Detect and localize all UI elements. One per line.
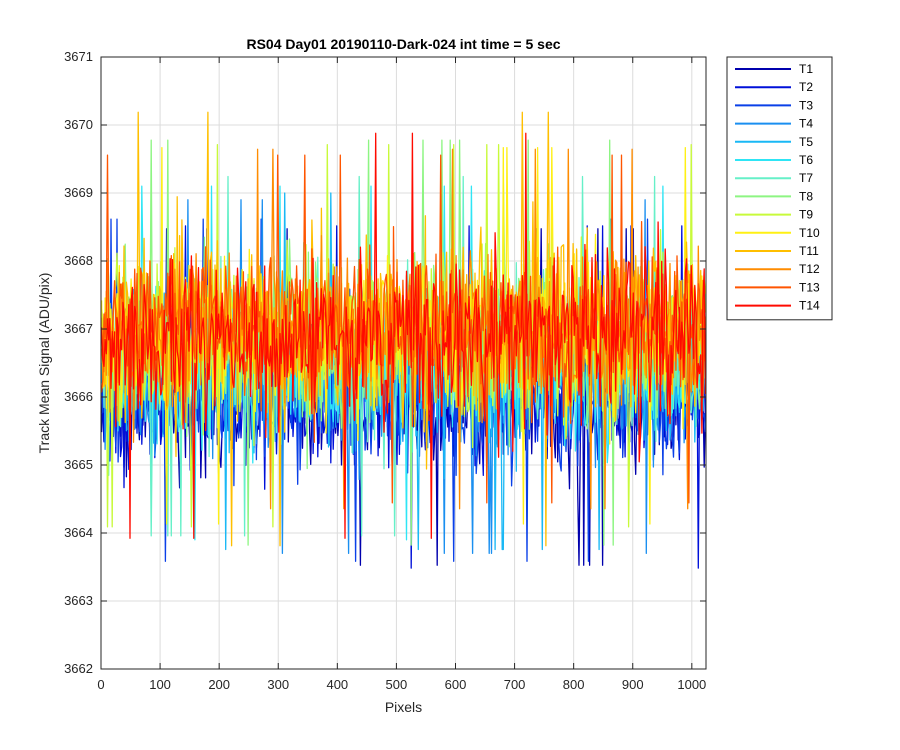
legend-label: T2 <box>799 80 813 94</box>
y-tick-label: 3665 <box>64 457 93 472</box>
legend-label: T10 <box>799 226 820 240</box>
legend-label: T11 <box>799 244 819 258</box>
legend-label: T8 <box>799 189 813 203</box>
ticks: 0 100 200 300 400 500 600 700 800 900 1000 3662 3663… <box>64 49 706 692</box>
legend-label: T1 <box>799 62 813 76</box>
y-tick-label: 3666 <box>64 389 93 404</box>
y-axis-label: Track Mean Signal (ADU/pix) <box>36 273 52 454</box>
legend-label: T5 <box>799 135 813 149</box>
x-tick-label: 500 <box>386 677 408 692</box>
series-lines <box>101 111 706 569</box>
x-tick-label: 600 <box>445 677 467 692</box>
y-tick-label: 3669 <box>64 185 93 200</box>
x-tick-label: 800 <box>563 677 585 692</box>
y-tick-label: 3663 <box>64 593 93 608</box>
legend-label: T6 <box>799 153 813 167</box>
x-axis-label: Pixels <box>385 699 422 715</box>
x-tick-label: 0 <box>97 677 104 692</box>
y-tick-label: 3670 <box>64 117 93 132</box>
legend-label: T12 <box>799 262 820 276</box>
y-tick-label: 3671 <box>64 49 93 64</box>
x-tick-label: 700 <box>504 677 526 692</box>
legend-label: T13 <box>799 280 820 294</box>
y-tick-label: 3664 <box>64 525 93 540</box>
x-tick-label: 100 <box>149 677 171 692</box>
legend-label: T7 <box>799 171 813 185</box>
plot-area: 0 100 200 300 400 500 600 700 800 900 1000 3662 3663… <box>64 49 707 692</box>
axes-box <box>100 56 707 670</box>
legend-label: T9 <box>799 208 813 222</box>
x-tick-label: 400 <box>326 677 348 692</box>
legend-label: T14 <box>799 299 820 313</box>
legend-label: T3 <box>799 98 813 112</box>
x-tick-label: 200 <box>208 677 230 692</box>
y-tick-label: 3667 <box>64 321 93 336</box>
x-tick-label: 300 <box>267 677 289 692</box>
y-tick-label: 3662 <box>64 661 93 676</box>
legend-label: T4 <box>799 117 813 131</box>
legend: T1 T2 T3 T4 T5 T6 T7 T8 T9 T10 T11 T12 T13 T14 <box>726 56 833 321</box>
series-line-t14 <box>101 132 706 539</box>
x-tick-label: 900 <box>622 677 644 692</box>
chart-title: RS04 Day01 20190110-Dark-024 int time = … <box>246 36 560 52</box>
x-tick-label: 1000 <box>677 677 706 692</box>
y-tick-label: 3668 <box>64 253 93 268</box>
legend-box <box>726 56 833 321</box>
